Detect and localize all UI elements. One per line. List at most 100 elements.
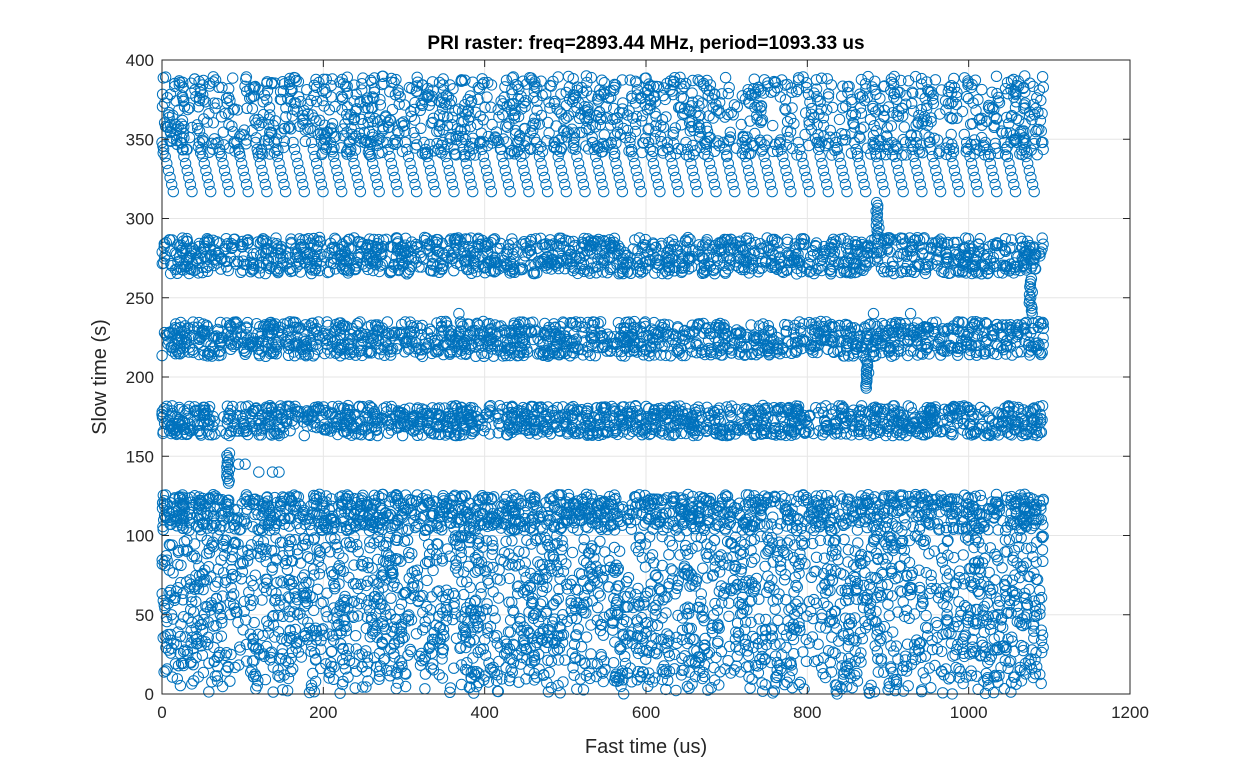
data-point <box>277 610 289 622</box>
data-point <box>737 557 749 569</box>
data-point <box>1006 586 1019 599</box>
data-point <box>542 686 555 698</box>
data-point <box>1037 641 1049 654</box>
data-point <box>671 631 683 643</box>
data-point <box>702 684 714 696</box>
data-point <box>1011 531 1023 544</box>
data-point <box>821 563 834 575</box>
data-point <box>944 671 957 684</box>
data-point <box>748 552 761 565</box>
data-point <box>638 599 650 611</box>
data-point <box>444 686 456 698</box>
data-point <box>226 563 238 576</box>
data-point <box>560 558 572 570</box>
data-point <box>384 608 397 620</box>
data-point <box>285 665 297 678</box>
data-point <box>577 684 590 696</box>
data-point <box>989 548 1001 560</box>
data-point <box>373 647 386 660</box>
data-point <box>362 675 374 687</box>
data-point <box>196 649 209 661</box>
data-point <box>403 551 415 564</box>
data-point <box>459 663 472 676</box>
data-point <box>458 566 470 578</box>
data-point <box>471 622 483 634</box>
data-point <box>987 610 1000 622</box>
data-point <box>547 616 559 628</box>
data-point <box>334 687 346 699</box>
data-point <box>839 612 852 624</box>
data-point <box>314 546 326 559</box>
data-point <box>543 666 555 679</box>
data-point <box>1035 591 1048 604</box>
data-point <box>669 588 681 600</box>
data-point <box>463 546 476 558</box>
data-point <box>186 678 198 690</box>
data-point <box>642 680 654 692</box>
data-point <box>598 655 610 667</box>
data-point <box>728 664 740 676</box>
data-point <box>313 568 326 580</box>
data-point <box>1028 567 1040 579</box>
data-point <box>380 536 392 549</box>
data-point <box>663 549 675 561</box>
data-point <box>486 548 498 561</box>
data-point <box>684 567 696 579</box>
data-point <box>480 566 492 578</box>
data-point <box>267 686 279 698</box>
data-point <box>277 550 289 562</box>
data-point <box>1015 639 1027 652</box>
data-point <box>958 599 971 612</box>
data-point <box>943 586 955 598</box>
data-point <box>736 598 749 610</box>
data-point <box>746 673 758 685</box>
data-point <box>945 628 957 640</box>
data-point <box>610 583 622 595</box>
data-point <box>360 579 372 592</box>
data-point <box>326 569 339 582</box>
data-point <box>592 587 605 599</box>
data-point <box>650 599 662 612</box>
data-point <box>596 618 608 631</box>
data-point <box>520 673 532 685</box>
data-point <box>492 592 505 604</box>
data-point <box>685 569 698 581</box>
data-point <box>723 640 736 653</box>
data-point <box>498 547 511 559</box>
data-point <box>898 544 911 556</box>
data-point <box>612 562 624 575</box>
data-point <box>607 624 619 636</box>
data-point <box>643 673 655 686</box>
data-point <box>759 654 771 666</box>
data-point <box>224 675 236 687</box>
data-point <box>468 687 480 699</box>
data-point <box>580 607 592 619</box>
data-point <box>362 657 374 669</box>
data-point <box>1011 588 1023 600</box>
data-point <box>300 576 312 589</box>
data-point <box>211 675 224 687</box>
data-point <box>556 636 569 649</box>
data-point <box>1030 556 1042 568</box>
data-point <box>473 605 485 618</box>
data-point <box>937 687 949 699</box>
data-point <box>824 656 836 669</box>
data-point <box>926 643 939 656</box>
data-point <box>219 649 232 661</box>
data-point <box>928 545 941 557</box>
data-point <box>557 540 569 552</box>
data-point <box>465 666 477 679</box>
data-point <box>607 657 620 669</box>
data-point <box>469 608 481 621</box>
data-point <box>810 597 822 609</box>
data-point <box>859 622 872 634</box>
data-point <box>182 612 194 624</box>
data-point <box>554 687 566 699</box>
data-point <box>926 635 938 647</box>
data-point <box>584 672 596 685</box>
data-point <box>177 659 190 672</box>
data-point <box>301 597 314 610</box>
data-point <box>595 648 607 661</box>
data-point <box>535 610 547 623</box>
